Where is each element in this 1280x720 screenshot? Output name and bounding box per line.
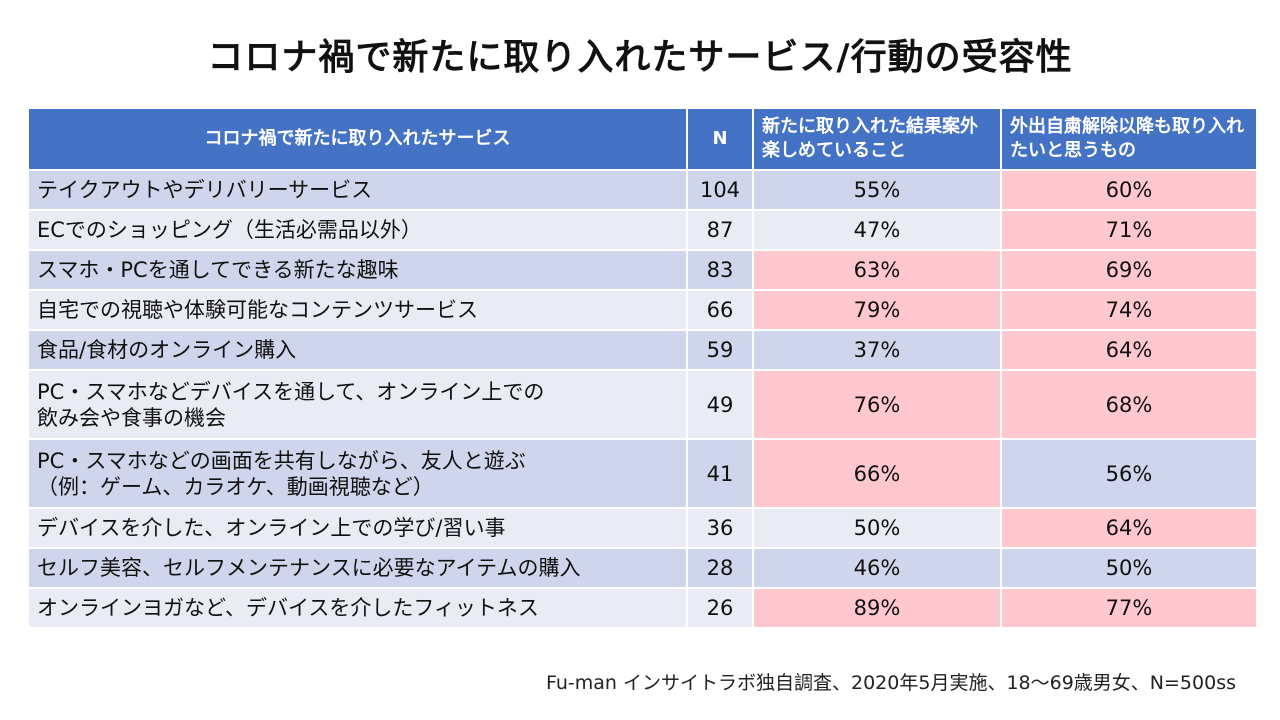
- service-name-line: テイクアウトやデリバリーサービス: [37, 178, 373, 202]
- n-value: 41: [686, 438, 754, 509]
- n-value: 83: [686, 249, 754, 291]
- service-name-line: デバイスを介した、オンライン上での学び/習い事: [37, 516, 506, 540]
- table-row: PC・スマホなどの画面を共有しながら、友人と遊ぶ （例：ゲーム、カラオケ、動画視聴…: [27, 438, 1258, 509]
- service-name-line: PC・スマホなどの画面を共有しながら、友人と遊ぶ: [37, 448, 526, 473]
- table-row: 食品/食材のオンライン購入 59 37% 64%: [27, 329, 1258, 371]
- continue-value: 60%: [1000, 169, 1258, 211]
- table-row: スマホ・PCを通してできる新たな趣味 83 63% 69%: [27, 249, 1258, 291]
- n-value: 36: [686, 507, 754, 549]
- continue-value: 77%: [1000, 587, 1258, 629]
- n-value: 59: [686, 329, 754, 371]
- enjoy-value: 66%: [752, 438, 1002, 509]
- enjoy-value: 55%: [752, 169, 1002, 211]
- table-row: オンラインヨガなど、デバイスを介したフィットネス 26 89% 77%: [27, 587, 1258, 629]
- service-name: 食品/食材のオンライン購入: [27, 329, 688, 371]
- n-value: 104: [686, 169, 754, 211]
- enjoy-value: 50%: [752, 507, 1002, 549]
- service-name-line: （例：ゲーム、カラオケ、動画視聴など）: [37, 474, 434, 499]
- enjoy-value: 37%: [752, 329, 1002, 371]
- header-continue: 外出自粛解除以降も取り入れたいと思うもの: [1000, 107, 1258, 171]
- continue-value: 69%: [1000, 249, 1258, 291]
- table-row: セルフ美容、セルフメンテナンスに必要なアイテムの購入 28 46% 50%: [27, 547, 1258, 589]
- continue-value: 68%: [1000, 369, 1258, 440]
- continue-value: 56%: [1000, 438, 1258, 509]
- continue-value: 71%: [1000, 209, 1258, 251]
- enjoy-value: 79%: [752, 289, 1002, 331]
- service-name-line: スマホ・PCを通してできる新たな趣味: [37, 258, 399, 282]
- table-row: ECでのショッピング（生活必需品以外） 87 47% 71%: [27, 209, 1258, 251]
- service-name: テイクアウトやデリバリーサービス: [27, 169, 688, 211]
- service-name-line: ECでのショッピング（生活必需品以外）: [37, 218, 422, 242]
- table-row: テイクアウトやデリバリーサービス 104 55% 60%: [27, 169, 1258, 211]
- table-row: デバイスを介した、オンライン上での学び/習い事 36 50% 64%: [27, 507, 1258, 549]
- header-n: N: [686, 107, 754, 171]
- n-value: 66: [686, 289, 754, 331]
- enjoy-value: 76%: [752, 369, 1002, 440]
- results-table: コロナ禍で新たに取り入れたサービス N 新たに取り入れた結果案外楽しめていること…: [27, 107, 1258, 629]
- service-name: ECでのショッピング（生活必需品以外）: [27, 209, 688, 251]
- n-value: 49: [686, 369, 754, 440]
- continue-value: 64%: [1000, 507, 1258, 549]
- service-name: セルフ美容、セルフメンテナンスに必要なアイテムの購入: [27, 547, 688, 589]
- service-name: PC・スマホなどの画面を共有しながら、友人と遊ぶ （例：ゲーム、カラオケ、動画視聴…: [27, 438, 688, 509]
- service-name-line: セルフ美容、セルフメンテナンスに必要なアイテムの購入: [37, 556, 581, 580]
- n-value: 26: [686, 587, 754, 629]
- table-row: PC・スマホなどデバイスを通して、オンライン上での 飲み会や食事の機会 49 76% 6…: [27, 369, 1258, 440]
- enjoy-value: 89%: [752, 587, 1002, 629]
- continue-value: 64%: [1000, 329, 1258, 371]
- continue-value: 74%: [1000, 289, 1258, 331]
- service-name: 自宅での視聴や体験可能なコンテンツサービス: [27, 289, 688, 331]
- header-service: コロナ禍で新たに取り入れたサービス: [27, 107, 688, 171]
- service-name: スマホ・PCを通してできる新たな趣味: [27, 249, 688, 291]
- header-enjoy: 新たに取り入れた結果案外楽しめていること: [752, 107, 1002, 171]
- n-value: 87: [686, 209, 754, 251]
- service-name-line: 飲み会や食事の機会: [37, 405, 226, 430]
- service-name-line: PC・スマホなどデバイスを通して、オンライン上での: [37, 379, 545, 404]
- service-name: デバイスを介した、オンライン上での学び/習い事: [27, 507, 688, 549]
- service-name: オンラインヨガなど、デバイスを介したフィットネス: [27, 587, 688, 629]
- continue-value: 50%: [1000, 547, 1258, 589]
- enjoy-value: 63%: [752, 249, 1002, 291]
- enjoy-value: 47%: [752, 209, 1002, 251]
- enjoy-value: 46%: [752, 547, 1002, 589]
- service-name-line: オンラインヨガなど、デバイスを介したフィットネス: [37, 596, 539, 620]
- n-value: 28: [686, 547, 754, 589]
- table-row: 自宅での視聴や体験可能なコンテンツサービス 66 79% 74%: [27, 289, 1258, 331]
- table-header-row: コロナ禍で新たに取り入れたサービス N 新たに取り入れた結果案外楽しめていること…: [27, 107, 1258, 171]
- service-name: PC・スマホなどデバイスを通して、オンライン上での 飲み会や食事の機会: [27, 369, 688, 440]
- service-name-line: 自宅での視聴や体験可能なコンテンツサービス: [37, 298, 478, 322]
- service-name-line: 食品/食材のオンライン購入: [37, 338, 297, 362]
- source-note: Fu-man インサイトラボ独自調査、2020年5月実施、18～69歳男女、N=…: [545, 672, 1236, 694]
- page-title: コロナ禍で新たに取り入れたサービス/行動の受容性: [207, 37, 1073, 78]
